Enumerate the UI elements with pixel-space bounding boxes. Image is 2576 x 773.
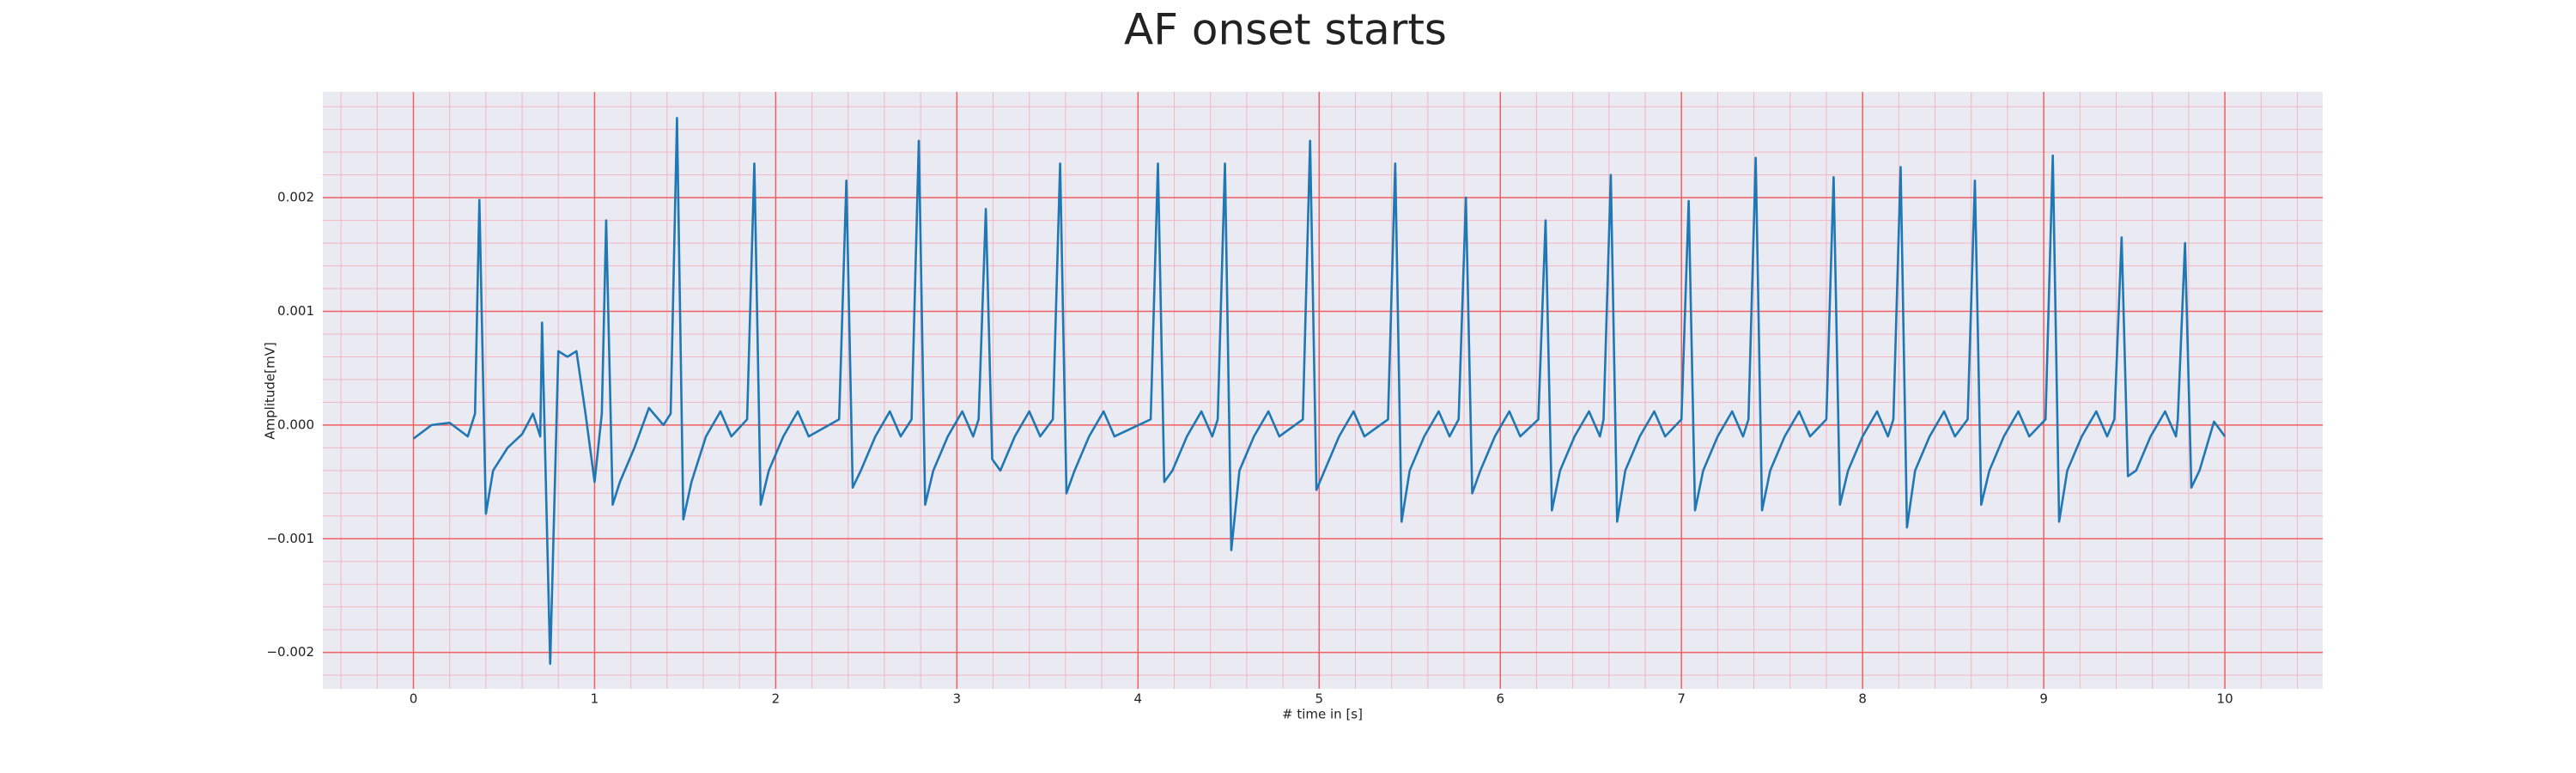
marks: [412, 117, 2227, 666]
plot-area: [323, 92, 2323, 689]
ecg-line: [412, 117, 2227, 666]
y-tick-label: 0.000: [277, 417, 314, 432]
grid: [323, 92, 2323, 689]
x-tick-label: 1: [591, 691, 599, 707]
y-axis-label: Amplitude[mV]: [263, 342, 278, 439]
x-tick-label: 6: [1496, 691, 1504, 707]
x-tick-label: 7: [1677, 691, 1686, 707]
y-tick-label: 0.002: [277, 190, 314, 205]
x-tick-label: 2: [772, 691, 781, 707]
x-tick-label: 3: [953, 691, 962, 707]
x-axis-label: # time in [s]: [1282, 707, 1363, 722]
x-tick-label: 5: [1315, 691, 1324, 707]
chart-title: AF onset starts: [1124, 5, 1447, 55]
x-tick-label: 8: [1858, 691, 1867, 707]
x-tick-label: 9: [2039, 691, 2048, 707]
x-tick-label: 4: [1134, 691, 1143, 707]
y-tick-label: −0.001: [266, 531, 314, 546]
x-tick-label: 0: [410, 691, 418, 707]
x-tick-label: 10: [2217, 691, 2233, 707]
y-tick-label: −0.002: [266, 644, 314, 660]
y-tick-label: 0.001: [277, 303, 314, 319]
